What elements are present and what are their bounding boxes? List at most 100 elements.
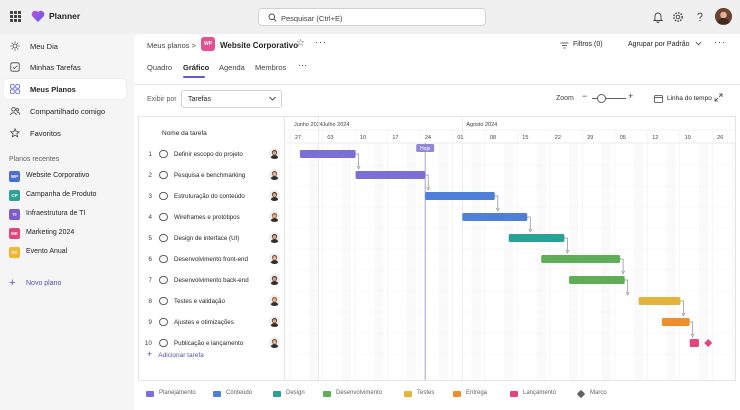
task-name[interactable]: Pesquisa e benchmarking (174, 171, 246, 179)
group-by-dropdown[interactable]: Agrupar por Padrão (628, 41, 702, 48)
table-row[interactable]: 4 Wireframes e protótipos (139, 207, 285, 228)
nav-item-compartilhado[interactable]: Compartilhado comigo (4, 101, 126, 121)
dependency-line (425, 174, 429, 188)
task-name[interactable]: Design de interface (UI) (174, 234, 240, 242)
task-complete-checkbox[interactable] (159, 338, 168, 347)
app-launcher-icon[interactable] (10, 11, 21, 22)
table-row[interactable]: 9 Ajustes e otimizações (139, 312, 285, 333)
recent-plan-item[interactable]: WP Website Corporativo (9, 170, 129, 184)
breadcrumb-root[interactable]: Meus planos (147, 41, 190, 50)
zoom-slider[interactable] (592, 98, 626, 99)
table-row[interactable]: 10 Publicação e lançamento (139, 333, 285, 354)
task-complete-checkbox[interactable] (159, 149, 168, 158)
task-name[interactable]: Definir escopo do projeto (174, 150, 243, 158)
dependency-line (620, 258, 624, 272)
help-icon[interactable] (693, 10, 707, 24)
task-name[interactable]: Ajustes e otimizações (174, 318, 234, 326)
zoom-in-button[interactable]: + (628, 91, 634, 101)
filters-label: Filtros (0) (573, 41, 603, 48)
task-complete-checkbox[interactable] (159, 170, 168, 179)
nav-item-minhas-tarefas[interactable]: Minhas Tarefas (4, 57, 126, 77)
table-row[interactable]: 8 Testes e validação (139, 291, 285, 312)
column-header-task-name: Nome da tarefa (162, 130, 207, 137)
task-name[interactable]: Estruturação do conteúdo (174, 192, 245, 200)
task-name[interactable]: Publicação e lançamento (174, 339, 244, 347)
nav-item-meus-planos[interactable]: Meus Planos (4, 79, 126, 99)
main-panel: Meus planos > WP Website Corporativo ☆ ·… (134, 34, 740, 410)
task-complete-checkbox[interactable] (159, 191, 168, 200)
gear-icon[interactable] (671, 10, 685, 24)
task-complete-checkbox[interactable] (159, 317, 168, 326)
table-row[interactable]: 5 Design de interface (UI) (139, 228, 285, 249)
more-options-icon[interactable]: ··· (714, 37, 726, 47)
week-tick-label: 22 (555, 135, 561, 141)
assignee-avatar[interactable] (269, 316, 280, 327)
table-row[interactable]: 7 Desenvolvimento back-end (139, 270, 285, 291)
add-task-button[interactable]: + Adicionar tarefa (147, 349, 204, 359)
assignee-avatar[interactable] (269, 148, 280, 159)
task-number: 9 (148, 318, 152, 326)
favorite-star-icon[interactable]: ☆ (296, 38, 305, 49)
tab-grafico[interactable]: Gráfico (183, 63, 210, 72)
chevron-down-icon (695, 41, 702, 46)
assignee-avatar[interactable] (269, 337, 280, 348)
zoom-slider-thumb[interactable] (596, 94, 606, 103)
recent-plan-item[interactable]: MK Marketing 2024 (9, 227, 129, 241)
task-complete-checkbox[interactable] (159, 275, 168, 284)
legend-label: Conteúdo (226, 390, 253, 396)
search-box[interactable]: Pesquisar (Ctrl+E) (258, 8, 486, 26)
filters-button[interactable]: Filtros (0) (560, 41, 603, 48)
bell-icon[interactable] (651, 10, 665, 24)
recent-plan-item[interactable]: CP Campanha de Produto (9, 189, 129, 203)
task-name[interactable]: Desenvolvimento front-end (174, 255, 248, 263)
table-row[interactable]: 1 Definir escopo do projeto (139, 144, 285, 165)
task-complete-checkbox[interactable] (159, 233, 168, 242)
user-avatar[interactable] (715, 8, 732, 25)
task-name[interactable]: Testes e validação (174, 297, 225, 305)
week-tick-label: 03 (327, 135, 333, 141)
task-complete-checkbox[interactable] (159, 296, 168, 305)
assignee-avatar[interactable] (269, 190, 280, 201)
legend-label: Testes (417, 390, 435, 396)
plan-more-icon[interactable]: ··· (315, 37, 327, 47)
plan-badge: TI (9, 209, 20, 220)
recent-plan-item[interactable]: EV Evento Anual (9, 246, 129, 260)
assignee-avatar[interactable] (269, 253, 280, 264)
task-name[interactable]: Wireframes e protótipos (174, 213, 240, 221)
week-tick-label: 05 (620, 135, 626, 141)
timeline-button[interactable]: Linha do tempo (654, 94, 712, 103)
breadcrumb[interactable]: Meus planos > (147, 41, 196, 50)
show-by-dropdown[interactable]: Tarefas (181, 90, 282, 108)
assignee-avatar[interactable] (269, 295, 280, 306)
week-tick-label: 19 (685, 135, 691, 141)
task-complete-checkbox[interactable] (159, 254, 168, 263)
week-tick-label: 26 (717, 135, 723, 141)
assignee-avatar[interactable] (269, 274, 280, 285)
expand-icon[interactable] (714, 93, 723, 102)
assignee-avatar[interactable] (269, 211, 280, 222)
tab-membros[interactable]: Membros (255, 63, 287, 72)
tabs-more-icon[interactable]: ··· (298, 60, 307, 70)
add-task-label: Adicionar tarefa (158, 352, 204, 359)
nav-label: Minhas Tarefas (30, 63, 81, 72)
plan-label: Marketing 2024 (26, 229, 75, 236)
task-number: 7 (148, 276, 152, 284)
task-bar (569, 276, 625, 284)
nav-item-favoritos[interactable]: Favoritos (4, 123, 126, 143)
table-row[interactable]: 2 Pesquisa e benchmarking (139, 165, 285, 186)
zoom-out-button[interactable]: − (582, 91, 588, 101)
assignee-avatar[interactable] (269, 232, 280, 243)
table-row[interactable]: 6 Desenvolvimento front-end (139, 249, 285, 270)
task-bar (689, 339, 699, 347)
nav-item-meu-dia[interactable]: Meu Dia (4, 36, 126, 56)
recent-plan-item[interactable]: TI Infraestrutura de TI (9, 208, 129, 222)
task-name[interactable]: Desenvolvimento back-end (174, 276, 249, 284)
assignee-avatar[interactable] (269, 169, 280, 180)
task-complete-checkbox[interactable] (159, 212, 168, 221)
week-tick-label: 24 (425, 135, 431, 141)
dependency-arrow (426, 186, 431, 191)
tab-quadro[interactable]: Quadro (147, 63, 173, 72)
tab-agenda[interactable]: Agenda (219, 63, 245, 72)
group-by-label: Agrupar por Padrão (628, 41, 690, 48)
table-row[interactable]: 3 Estruturação do conteúdo (139, 186, 285, 207)
